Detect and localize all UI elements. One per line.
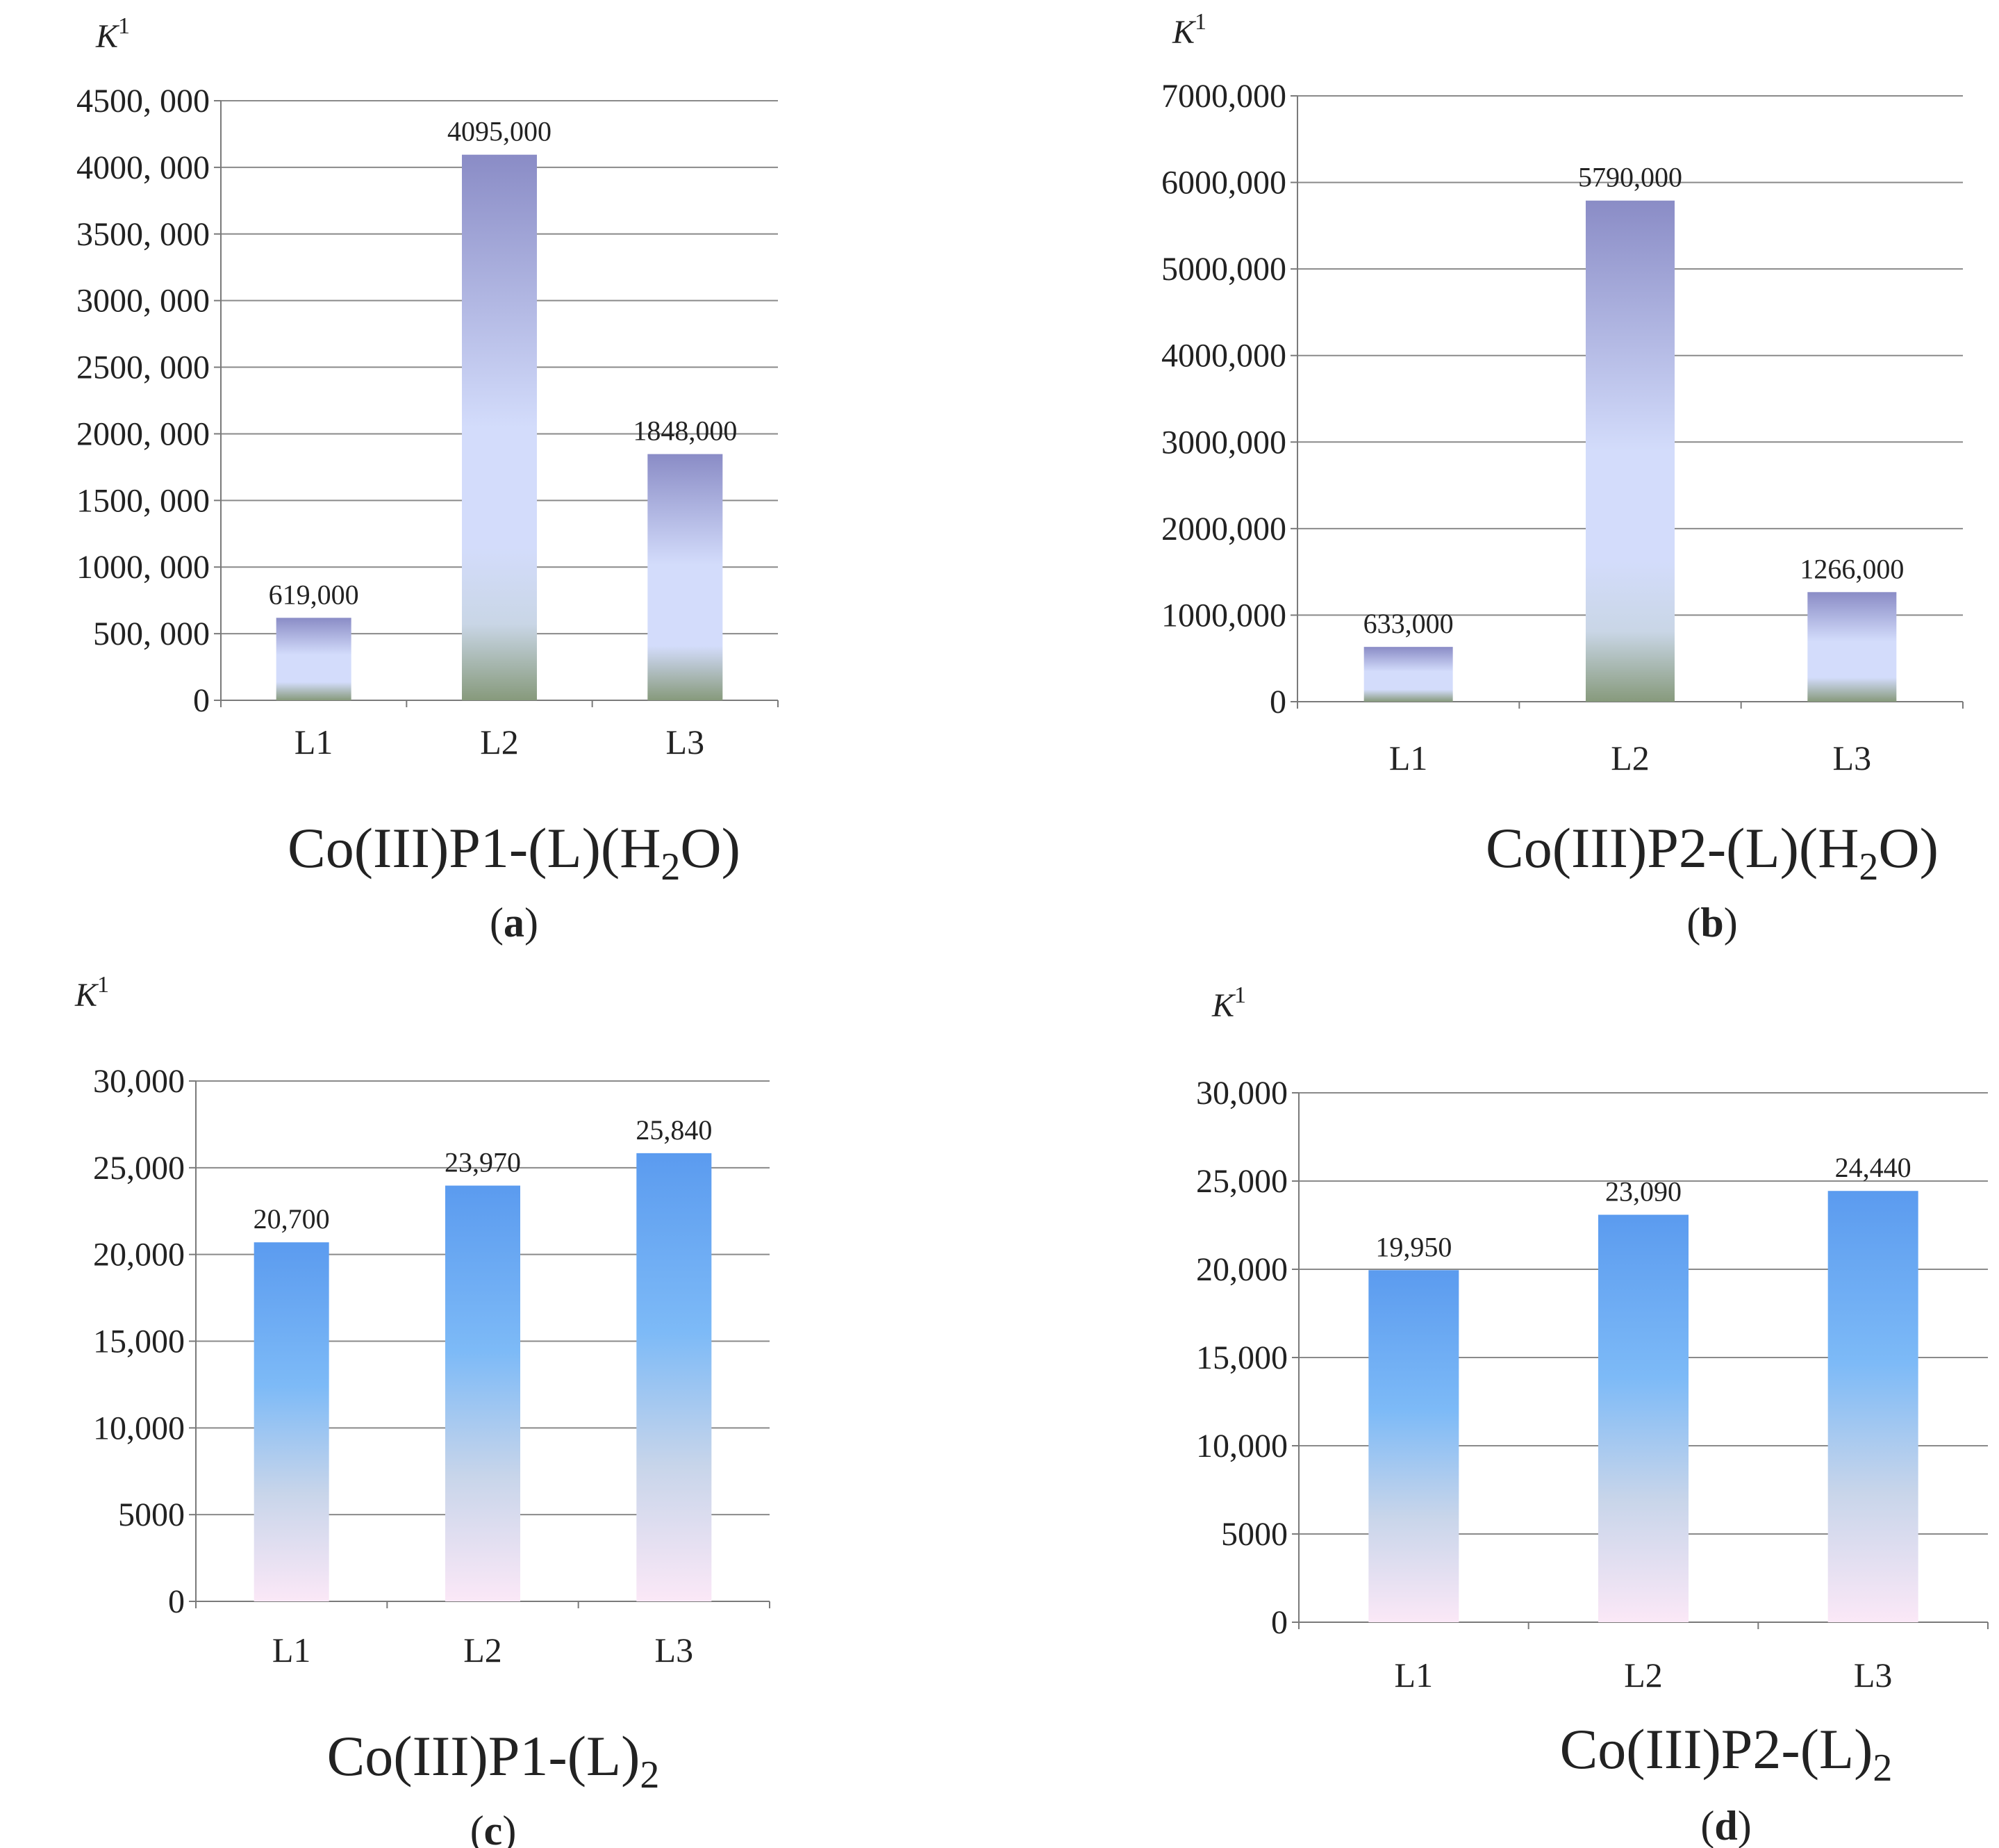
- data-label: 5790,000: [1578, 162, 1682, 193]
- bar-l3: [1827, 1191, 1918, 1622]
- y-tick-label: 25,000: [1196, 1163, 1288, 1200]
- data-label: 24,440: [1835, 1152, 1911, 1183]
- x-category-label: L1: [272, 1631, 311, 1669]
- data-label: 23,970: [445, 1147, 521, 1178]
- bar-l2: [445, 1185, 520, 1601]
- bar-l3: [1807, 592, 1897, 702]
- x-category-label: L1: [1395, 1656, 1434, 1694]
- y-axis-label: K1: [1211, 982, 1246, 1024]
- y-tick-label: 500, 000: [93, 616, 210, 652]
- data-label: 1848,000: [633, 415, 737, 447]
- y-tick-label: 15,000: [1196, 1339, 1288, 1376]
- panel-label: (a): [490, 900, 538, 946]
- y-tick-label: 10,000: [93, 1410, 185, 1446]
- y-tick-label: 10,000: [1196, 1428, 1288, 1465]
- chart-panel-a: 0 500, 000 1000, 000 1500, 000 2000, 000 2500…: [76, 13, 779, 946]
- y-tick-label: 0: [1270, 684, 1286, 720]
- y-tick-label: 1500, 000: [76, 482, 210, 519]
- y-tick-label: 3000, 000: [76, 283, 210, 320]
- y-tick-label: 2000, 000: [76, 415, 210, 452]
- y-tick-label: 20,000: [1196, 1251, 1288, 1288]
- x-category-label: L3: [655, 1631, 694, 1669]
- y-tick-label: 25,000: [93, 1150, 185, 1187]
- y-tick-label: 3000,000: [1161, 424, 1286, 461]
- chart-panel-b: 0 1000,000 2000,000 3000,000 4000,000 5000,00…: [1161, 9, 1964, 946]
- bar-l2: [1586, 200, 1675, 702]
- bar-l3: [636, 1153, 712, 1601]
- y-axis-label: K1: [95, 13, 130, 55]
- chart-panel-d: 0 5000 10,000 15,000 20,000 25,000 30,000 19,95…: [1196, 982, 1989, 1848]
- y-tick-label: 4000,000: [1161, 338, 1286, 374]
- y-tick-label: 5000: [1221, 1516, 1288, 1553]
- panel-label: (b): [1686, 900, 1737, 946]
- data-label: 19,950: [1375, 1231, 1452, 1262]
- x-category-label: L2: [480, 723, 519, 761]
- data-label: 633,000: [1363, 608, 1454, 639]
- chart-title: Co(III)P2-(L)2: [1560, 1717, 1893, 1790]
- panel-label: (c): [470, 1808, 517, 1848]
- bar-l3: [647, 454, 723, 700]
- y-tick-label: 15,000: [93, 1323, 185, 1360]
- y-tick-label: 4000, 000: [76, 149, 210, 186]
- chart-title: Co(III)P1-(L)(H2O): [288, 816, 740, 889]
- x-category-label: L2: [1624, 1656, 1663, 1694]
- data-label: 4095,000: [447, 116, 551, 147]
- bar-l1: [1368, 1270, 1459, 1622]
- x-category-label: L2: [1611, 739, 1650, 777]
- y-tick-label: 20,000: [93, 1237, 185, 1273]
- y-tick-label: 4500, 000: [76, 83, 210, 119]
- y-tick-label: 6000,000: [1161, 165, 1286, 201]
- y-tick-label: 3500, 000: [76, 216, 210, 253]
- y-axis-label: K1: [74, 972, 109, 1014]
- y-tick-label: 1000, 000: [76, 549, 210, 586]
- y-tick-label: 2500, 000: [76, 349, 210, 386]
- data-label: 1266,000: [1800, 553, 1904, 584]
- bar-l1: [254, 1242, 329, 1601]
- chart-panel-c: 0 5000 10,000 15,000 20,000 25,000 30,000 20,70…: [74, 972, 770, 1848]
- data-label: 20,700: [254, 1203, 330, 1235]
- y-tick-label: 0: [193, 682, 210, 719]
- x-category-label: L1: [295, 723, 333, 761]
- y-tick-label: 5000,000: [1161, 251, 1286, 288]
- y-tick-label: 7000,000: [1161, 78, 1286, 115]
- data-label: 619,000: [269, 579, 359, 610]
- y-tick-label: 0: [1271, 1604, 1288, 1641]
- x-category-label: L3: [666, 723, 705, 761]
- bar-l1: [276, 618, 351, 700]
- y-tick-label: 30,000: [93, 1063, 185, 1100]
- data-label: 25,840: [636, 1114, 712, 1146]
- bar-l1: [1363, 647, 1453, 702]
- x-category-label: L3: [1833, 739, 1872, 777]
- y-tick-label: 30,000: [1196, 1075, 1288, 1112]
- x-category-label: L3: [1854, 1656, 1893, 1694]
- y-tick-label: 0: [168, 1583, 185, 1620]
- data-label: 23,090: [1605, 1176, 1682, 1207]
- bar-l2: [462, 154, 537, 701]
- panel-label: (d): [1700, 1803, 1751, 1848]
- bar-l2: [1598, 1214, 1689, 1622]
- y-tick-label: 2000,000: [1161, 511, 1286, 547]
- chart-title: Co(III)P2-(L)(H2O): [1486, 816, 1939, 889]
- y-axis-label: K1: [1172, 9, 1206, 51]
- chart-title: Co(III)P1-(L)2: [327, 1724, 660, 1797]
- y-tick-label: 1000,000: [1161, 597, 1286, 634]
- x-category-label: L2: [463, 1631, 502, 1669]
- x-category-label: L1: [1389, 739, 1428, 777]
- y-tick-label: 5000: [118, 1496, 185, 1533]
